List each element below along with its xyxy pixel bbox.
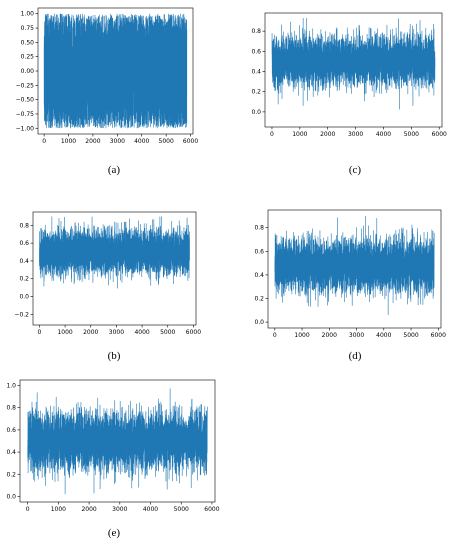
y-tick-label: 0.50	[21, 39, 35, 46]
series-line	[39, 216, 190, 289]
panel-e: 0 1000 2000 3000 4000 5000 6000 0.0 0.2 0.4 0.6 0.8…	[0, 375, 225, 515]
series-line	[274, 215, 435, 315]
series-line	[271, 18, 436, 110]
y-tick-label: 0.4	[251, 69, 261, 76]
x-tick-label: 5000	[174, 506, 189, 513]
x-tick-label: 0	[42, 138, 46, 145]
plot-frame	[32, 211, 197, 326]
panel-c: 0 1000 2000 3000 4000 5000 6000 0.0 0.2 0.4 0.6 0.8	[235, 8, 450, 138]
x-tick-label: 4000	[134, 329, 149, 336]
y-tick-label: 0.6	[6, 427, 16, 434]
y-tick-label: −0.75	[16, 111, 35, 118]
caption-d: (d)	[348, 350, 362, 362]
panel-a: 0 1000 2000 3000 4000 5000 6000 −1.00 −0.75 −0.50…	[0, 0, 200, 150]
x-tick-label: 6000	[204, 506, 219, 513]
x-tick-label: 3000	[112, 506, 127, 513]
x-tick-label: 4000	[376, 332, 391, 339]
y-tick-label: 0.75	[21, 25, 35, 32]
x-tick-label: 1000	[292, 131, 307, 138]
y-tick-label: 0.2	[19, 276, 29, 283]
y-tick-label: 0.00	[21, 68, 35, 75]
panel-d: 0 1000 2000 3000 4000 5000 6000 0.0 0.2 0.4 0.6 0.8	[240, 205, 450, 345]
x-tick-label: 5000	[159, 138, 174, 145]
x-tick-label: 2000	[322, 332, 337, 339]
caption-c: (c)	[348, 164, 362, 176]
x-tick-label: 1000	[61, 138, 76, 145]
chart-d: 0 1000 2000 3000 4000 5000 6000 0.0 0.2 0.4 0.6 0.8	[254, 209, 446, 339]
x-tick-label: 6000	[183, 138, 198, 145]
x-tick-label: 6000	[432, 131, 447, 138]
series-line	[27, 388, 208, 495]
caption-e: (e)	[107, 527, 121, 539]
x-tick-label: 3000	[109, 329, 124, 336]
y-tick-label: 0.4	[6, 449, 16, 456]
x-tick-label: 0	[26, 506, 30, 513]
plot-frame	[267, 209, 442, 329]
x-tick-label: 2000	[83, 329, 98, 336]
x-tick-label: 3000	[348, 131, 363, 138]
series-line	[43, 13, 188, 129]
y-tick-label: 1.0	[6, 383, 16, 390]
y-tick-label: 0.0	[254, 319, 264, 326]
y-tick-label: 0.8	[19, 222, 29, 229]
x-tick-label: 2000	[81, 506, 96, 513]
chart-c: 0 1000 2000 3000 4000 5000 6000 0.0 0.2 0.4 0.6 0.8	[251, 12, 447, 138]
y-tick-label: 0.8	[6, 405, 16, 412]
chart-b: 0 1000 2000 3000 4000 5000 6000 −0.2 0.0 0.2 0.4 0.…	[14, 211, 201, 336]
x-tick-label: 0	[270, 131, 274, 138]
y-tick-label: 0.4	[254, 272, 264, 279]
x-tick-label: 3000	[349, 332, 364, 339]
x-tick-label: 4000	[376, 131, 391, 138]
y-tick-label: 0.25	[21, 54, 35, 61]
x-tick-label: 6000	[186, 329, 201, 336]
y-tick-label: 0.0	[19, 294, 29, 301]
x-tick-label: 5000	[160, 329, 175, 336]
y-tick-label: 0.2	[6, 471, 16, 478]
x-tick-label: 2000	[85, 138, 100, 145]
x-tick-label: 1000	[294, 332, 309, 339]
x-tick-label: 5000	[404, 131, 419, 138]
x-tick-label: 1000	[57, 329, 72, 336]
y-tick-label: 1.00	[21, 11, 35, 18]
y-tick-label: −0.2	[14, 311, 29, 318]
y-tick-label: 0.2	[254, 296, 264, 303]
x-tick-label: 6000	[431, 332, 446, 339]
y-tick-label: 0.6	[254, 248, 264, 255]
y-tick-label: 0.0	[251, 109, 261, 116]
x-tick-label: 4000	[143, 506, 158, 513]
x-tick-label: 1000	[51, 506, 66, 513]
caption-a: (a)	[107, 164, 121, 176]
y-tick-label: 0.6	[19, 240, 29, 247]
x-tick-label: 5000	[403, 332, 418, 339]
y-tick-label: −1.00	[16, 125, 35, 132]
x-tick-label: 4000	[134, 138, 149, 145]
x-tick-label: 3000	[110, 138, 125, 145]
y-tick-label: −0.50	[16, 97, 35, 104]
y-tick-label: 0.8	[251, 28, 261, 35]
x-tick-label: 2000	[320, 131, 335, 138]
chart-a: 0 1000 2000 3000 4000 5000 6000 −1.00 −0.75 −0.50…	[16, 7, 198, 145]
chart-e: 0 1000 2000 3000 4000 5000 6000 0.0 0.2 0.4 0.6 0.8…	[6, 379, 220, 513]
y-tick-label: 0.4	[19, 258, 29, 265]
plot-frame	[264, 12, 443, 128]
y-tick-label: 0.2	[251, 89, 261, 96]
x-tick-label: 0	[38, 329, 42, 336]
y-tick-label: 0.6	[251, 48, 261, 55]
panel-b: 0 1000 2000 3000 4000 5000 6000 −0.2 0.0 0.2 0.4 0.…	[0, 205, 205, 336]
y-tick-label: 0.8	[254, 225, 264, 232]
x-tick-label: 0	[273, 332, 277, 339]
caption-b: (b)	[107, 350, 121, 362]
y-tick-label: −0.25	[16, 82, 35, 89]
y-tick-label: 0.0	[6, 493, 16, 500]
plot-frame	[19, 379, 216, 503]
